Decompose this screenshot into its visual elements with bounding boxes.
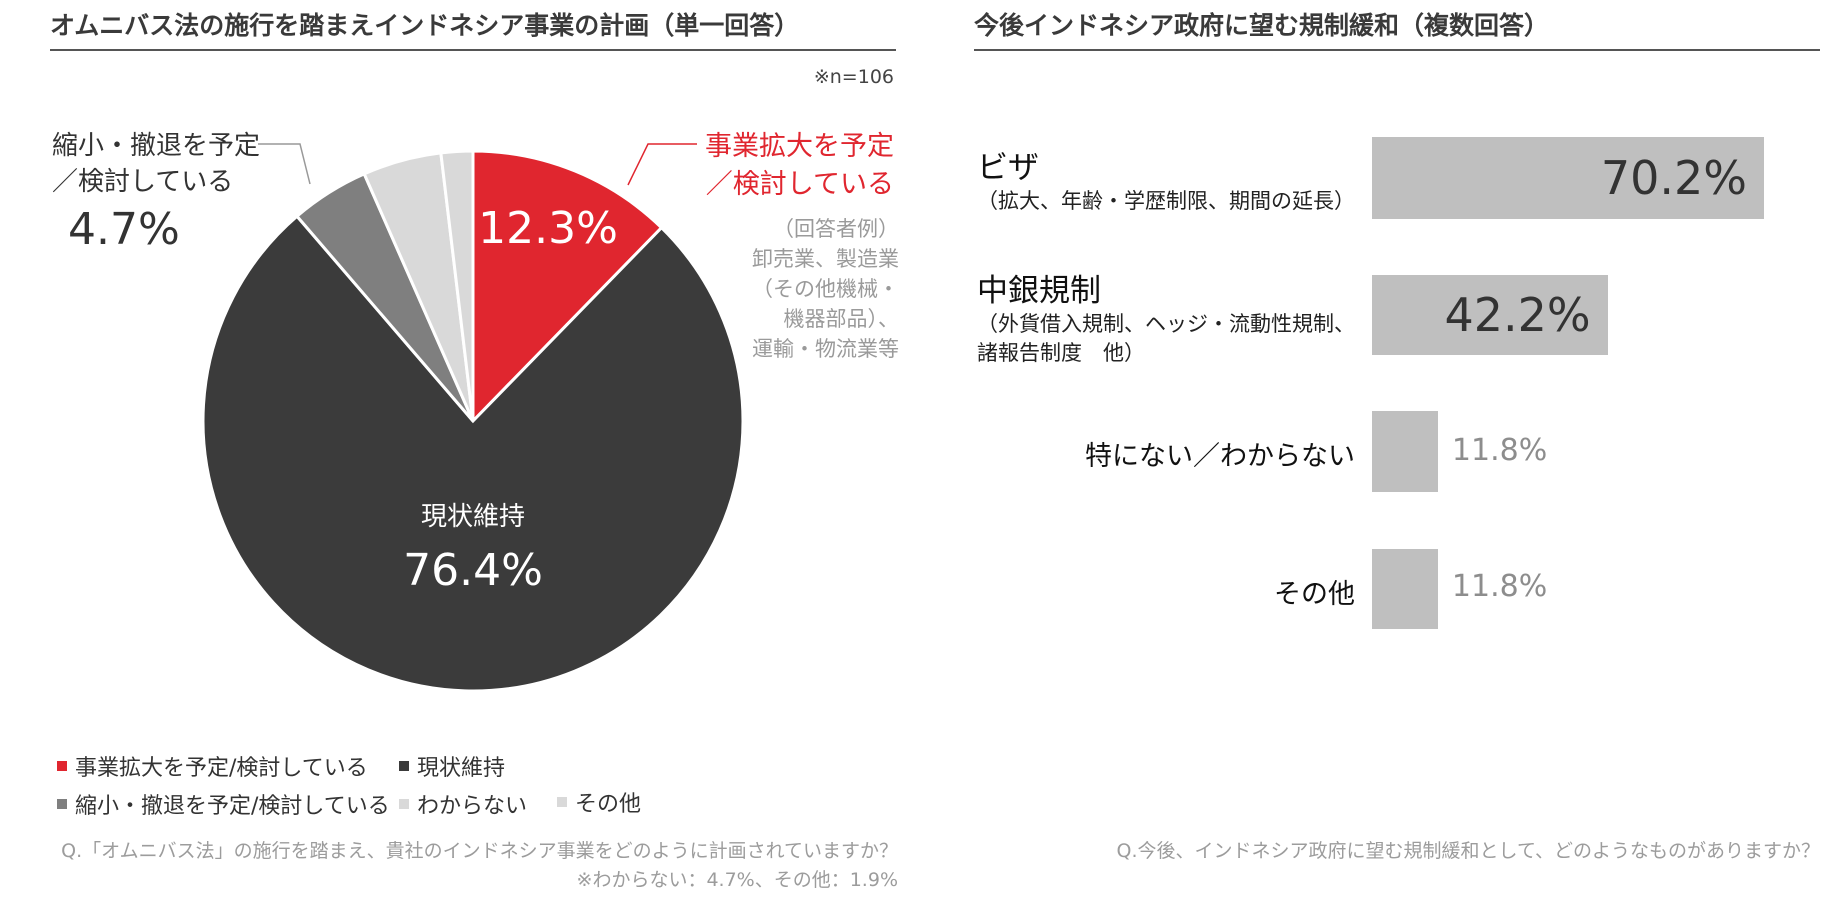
left-title-rule	[50, 49, 896, 51]
bar-visa	[1372, 137, 1764, 219]
expand-callout-line1: 事業拡大を予定	[705, 131, 894, 162]
legend-label: その他	[575, 792, 642, 817]
legend-label: 現状維持	[417, 756, 506, 781]
pie-slice-keep	[201, 214, 745, 693]
shrink-callout-line2: ／検討している	[52, 167, 234, 197]
pie-slice-expand	[471, 149, 664, 425]
legend-item-keep: 現状維持	[399, 750, 505, 782]
left-question: Q.「オムニバス法」の施行を踏まえ、貴社のインドネシア事業をどのように計画されて…	[61, 840, 898, 862]
shrink-callout-line1: 縮小・撤退を予定	[52, 131, 261, 161]
legend-item-unknown: わからない	[399, 788, 527, 820]
bar-value-visa: 70.2%	[1600, 151, 1747, 205]
bar-label-main: 中銀規制	[977, 273, 1101, 309]
legend-swatch	[57, 799, 67, 809]
bar-label-central-bank: 中銀規制 （外貨借入規制、ヘッジ・流動性規制、 諸報告制度 他）	[977, 265, 1355, 368]
bar-other	[1372, 549, 1438, 629]
bar-label-sub: （拡大、年齢・学歴制限、期間の延長）	[977, 189, 1355, 213]
right-question: Q.今後、インドネシア政府に望む規制緩和として、どのようなものがありますか？	[1116, 840, 1820, 862]
legend-swatch	[399, 799, 409, 809]
sample-size-note: ※n=106	[813, 66, 894, 88]
expand-example-line: （回答者例）	[773, 217, 899, 241]
left-chart-title: オムニバス法の施行を踏まえインドネシア事業の計画（単一回答）	[50, 11, 800, 40]
legend-item-other: その他	[557, 786, 641, 818]
shrink-leader-line	[258, 143, 311, 185]
bar-value-central-bank: 42.2%	[1444, 288, 1591, 342]
expand-example-line: 運輸・物流業等	[752, 337, 899, 361]
bar-label-other: その他	[1274, 579, 1355, 610]
bar-label-visa: ビザ （拡大、年齢・学歴制限、期間の延長）	[977, 142, 1355, 216]
left-footnote: ※わからない：4.7%、その他：1.9%	[576, 869, 898, 891]
shrink-percent: 4.7%	[68, 204, 180, 255]
pie-label-keep: 現状維持	[421, 502, 525, 532]
legend-swatch	[557, 797, 567, 807]
expand-examples: （回答者例） 卸売業、製造業 （その他機械・ 機器部品）、 運輸・物流業等	[752, 214, 899, 364]
bar-label-sub: （外貨借入規制、ヘッジ・流動性規制、	[977, 312, 1355, 336]
pie-slice-other	[439, 149, 475, 422]
legend-label: 事業拡大を予定/検討している	[75, 756, 368, 781]
expand-example-line: 卸売業、製造業	[752, 247, 899, 271]
bar-central-bank	[1372, 275, 1608, 355]
right-title-rule	[974, 49, 1820, 51]
legend-label: 縮小・撤退を予定/検討している	[75, 794, 390, 819]
bar-label-none: 特にない／わからない	[1085, 441, 1355, 472]
legend-label: わからない	[417, 794, 528, 819]
legend-item-expand: 事業拡大を予定/検討している	[57, 750, 368, 782]
pie-label-expand-percent: 12.3%	[478, 203, 618, 254]
right-chart-title: 今後インドネシア政府に望む規制緩和（複数回答）	[974, 11, 1550, 40]
pie-label-keep-percent: 76.4%	[403, 545, 543, 596]
expand-leader-line	[627, 143, 697, 186]
bar-none	[1372, 411, 1438, 492]
bar-value-other: 11.8%	[1451, 569, 1548, 604]
expand-callout-line2: ／検討している	[705, 169, 894, 200]
legend-swatch	[57, 761, 67, 771]
legend-item-shrink: 縮小・撤退を予定/検討している	[57, 788, 390, 820]
expand-example-line: （その他機械・	[752, 277, 899, 301]
bar-label-main: ビザ	[977, 150, 1039, 186]
legend-swatch	[399, 761, 409, 771]
pie-chart: 12.3% 現状維持 76.4%	[201, 143, 745, 693]
expand-example-line: 機器部品）、	[783, 307, 900, 331]
bar-label-sub: 諸報告制度 他）	[977, 341, 1145, 365]
bar-value-none: 11.8%	[1451, 433, 1548, 468]
